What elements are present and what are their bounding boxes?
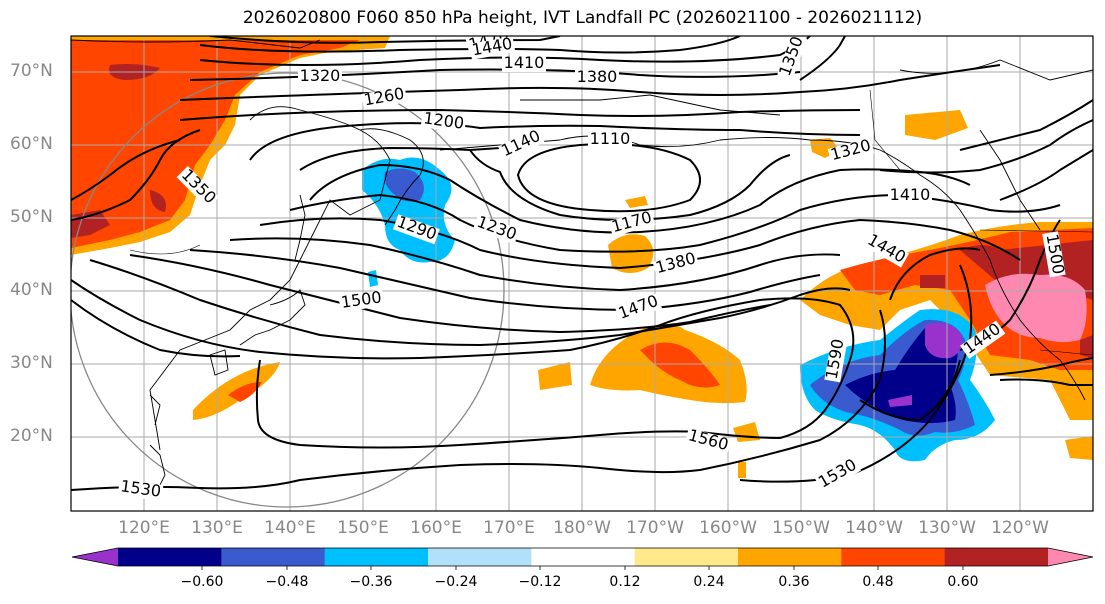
colorbar-tick-label: −0.60 [180,574,224,590]
colorbar-tick-label: −0.12 [518,574,562,590]
map-title: 2026020800 F060 850 hPa height, IVT Land… [242,8,923,28]
lon-label: 150°W [772,518,830,538]
colorbar-segment [118,548,222,566]
shade-orange-2 [625,196,648,208]
lon-label: 170°E [483,518,535,538]
colorbar-segment [324,548,429,566]
contour-label: 1320 [300,66,341,85]
lon-label: 170°W [626,518,684,538]
contour-label: 1380 [577,67,618,86]
lon-label: 120°E [118,518,170,538]
lat-label: 20°N [10,426,53,446]
lat-label: 50°N [10,207,53,227]
colorbar-extend-max [1048,548,1093,566]
shade-siberia-darkred [71,64,166,238]
lon-label: 130°E [191,518,243,538]
map-frame [70,35,1094,512]
shade-orange-baja [1065,436,1093,460]
colorbar-segment [634,548,739,566]
colorbar-segment [221,548,326,566]
colorbar-tick-label: 0.12 [609,574,641,590]
contour-label: 1440 [470,34,513,60]
lat-label: 30°N [10,353,53,373]
lon-label: 140°E [264,518,316,538]
lat-label: 70°N [10,61,53,81]
colorbar-segment [944,548,1049,566]
contour-label: 1110 [590,129,631,148]
lon-label: 130°W [918,518,976,538]
contour-label: 1410 [504,53,545,72]
colorbar-tick-label: −0.48 [265,574,309,590]
colorbar-segment [531,548,636,566]
colorbar-segment [738,548,842,566]
colorbar-segment [841,548,946,566]
borders [129,89,1093,356]
shade-purple-subtropic [888,322,963,407]
shade-orange-alaska [905,110,968,140]
colorbar-tick-label: −0.24 [434,574,478,590]
shade-siberia-red [71,40,360,248]
lon-label: 120°W [991,518,1049,538]
shade-orange-4 [538,362,572,390]
shade-red-3 [228,382,262,402]
colorbar-extend-min [72,548,118,566]
colorbar-tick-label: 0.36 [778,574,810,590]
colorbar-tick-label: 0.60 [947,574,979,590]
shade-red-5 [640,342,720,388]
lon-label: 150°E [337,518,389,538]
lat-label: 40°N [10,280,53,300]
lon-label: 140°W [845,518,903,538]
colorbar-outline [71,547,1094,567]
lon-label: 180°W [553,518,611,538]
lon-label: 160°E [410,518,462,538]
colorbar-tick-label: −0.36 [349,574,393,590]
reference-circle [71,72,505,508]
lon-label: 160°W [699,518,757,538]
lat-label: 60°N [10,134,53,154]
colorbar-tick-label: 0.48 [862,574,894,590]
colorbar-segment [428,548,532,566]
contour-label: 1410 [890,185,931,204]
colorbar-tick-label: 0.24 [693,574,725,590]
shade-blue-kamchatka-mid [384,168,424,202]
height-contours [71,36,1093,491]
shade-orange-1 [608,234,654,273]
